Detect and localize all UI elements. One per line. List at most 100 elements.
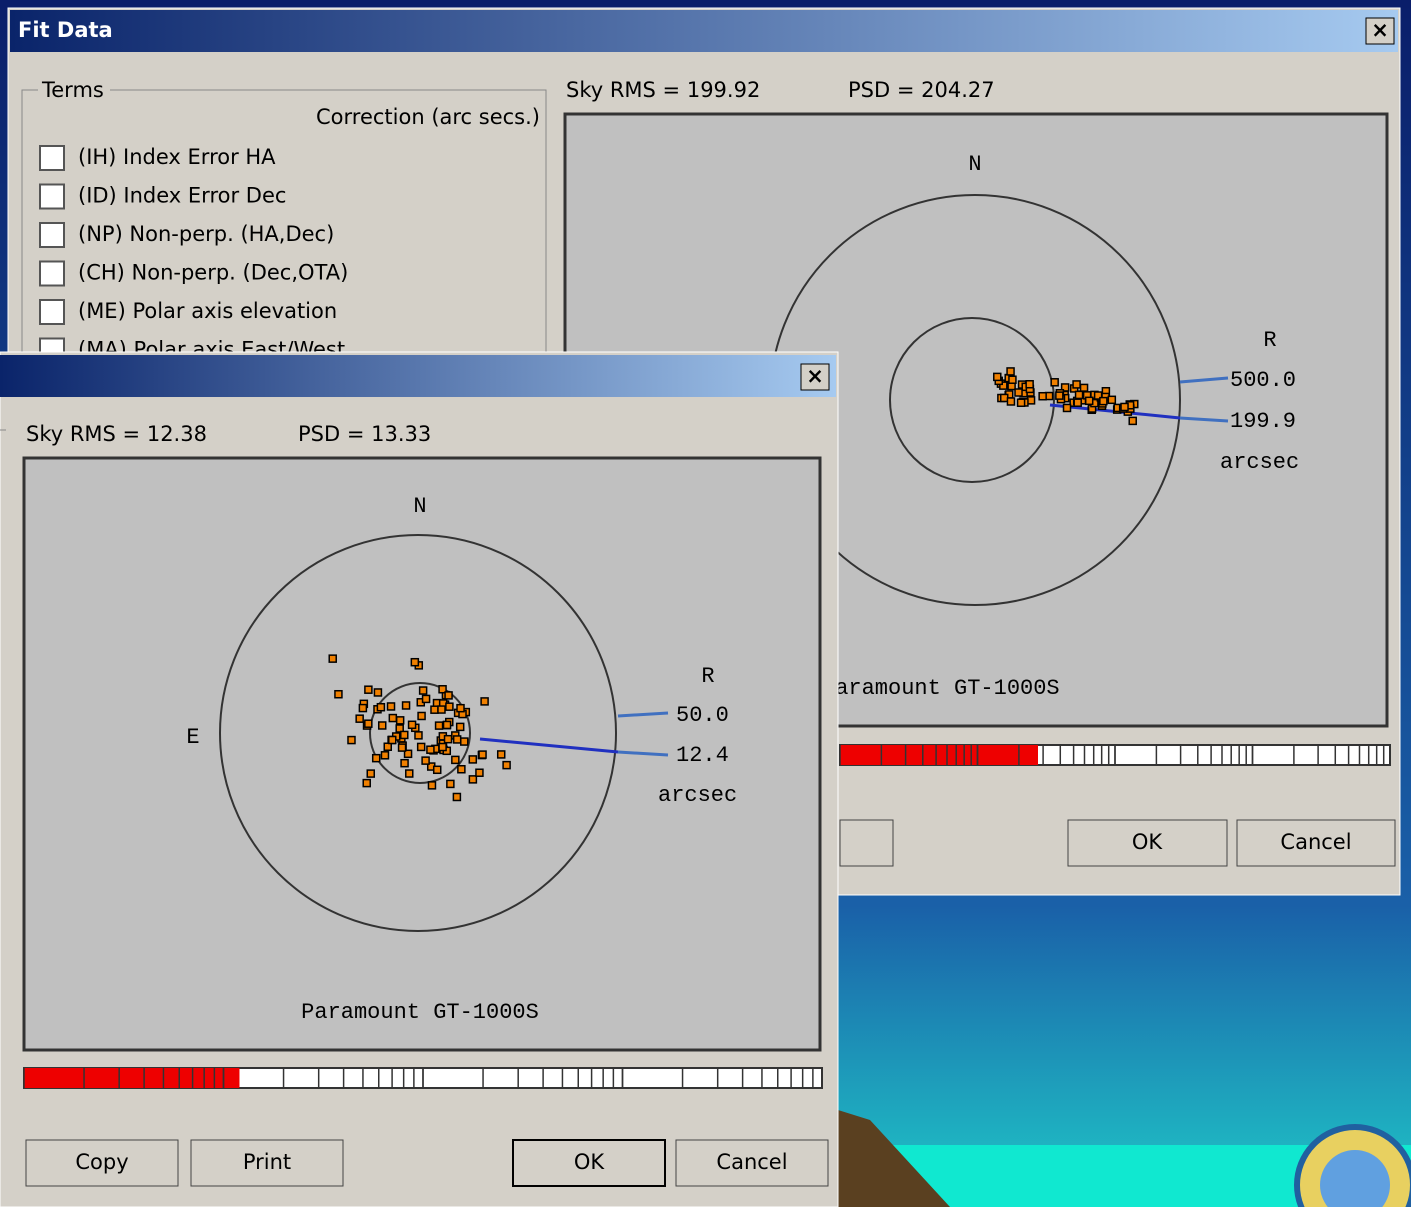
term-label: (ID) Index Error Dec: [78, 184, 286, 208]
checkbox[interactable]: [40, 223, 64, 247]
point: [420, 687, 427, 694]
point: [406, 770, 413, 777]
north-label: N: [413, 494, 426, 519]
point: [1086, 397, 1093, 404]
point: [363, 780, 370, 787]
point: [329, 655, 336, 662]
point: [389, 737, 396, 744]
point: [498, 751, 505, 758]
print-label: Print: [243, 1150, 291, 1174]
point: [445, 692, 452, 699]
point: [403, 702, 410, 709]
point: [481, 698, 488, 705]
point: [479, 751, 486, 758]
copy-label: Copy: [75, 1150, 128, 1174]
point: [388, 703, 395, 710]
point: [994, 373, 1001, 380]
cancel-label: Cancel: [1280, 830, 1351, 854]
point: [1026, 381, 1033, 388]
point: [409, 721, 416, 728]
title-bar: [0, 355, 836, 397]
point: [1009, 376, 1016, 383]
point: [335, 691, 342, 698]
east-label: E: [186, 725, 199, 750]
psd: PSD = 13.33: [298, 422, 431, 446]
rms-radius: 199.9: [1230, 409, 1296, 434]
mount: Paramount GT-1000S: [301, 1000, 539, 1025]
point: [454, 736, 461, 743]
ok-label: OK: [1132, 830, 1164, 854]
point: [457, 705, 464, 712]
checkbox[interactable]: [40, 185, 64, 209]
point: [1001, 394, 1008, 401]
point: [379, 722, 386, 729]
point: [365, 686, 372, 693]
page: Fit Data × Terms Correction (arc secs.) …: [0, 0, 1411, 1207]
point: [444, 721, 451, 728]
sky-rms: Sky RMS = 12.38: [26, 422, 207, 446]
term-label: (ME) Polar axis elevation: [78, 299, 337, 323]
point: [381, 752, 388, 759]
point: [401, 731, 408, 738]
outer-radius: 500.0: [1230, 368, 1296, 393]
checkbox[interactable]: [40, 300, 64, 324]
bar-fill: [840, 745, 1038, 765]
point: [445, 736, 452, 743]
point: [1051, 379, 1058, 386]
term-label: (NP) Non-perp. (HA,Dec): [78, 222, 334, 246]
point: [428, 782, 435, 789]
point: [389, 715, 396, 722]
unit: arcsec: [1220, 450, 1299, 475]
point: [367, 770, 374, 777]
point: [1007, 368, 1014, 375]
outer-radius: 50.0: [676, 703, 729, 728]
point: [1073, 381, 1080, 388]
point: [434, 766, 441, 773]
close-x: ×: [1371, 18, 1389, 42]
point: [453, 793, 460, 800]
button[interactable]: [840, 820, 893, 866]
point: [399, 744, 406, 751]
r-label: R: [701, 664, 714, 689]
screen: Fit Data × Terms Correction (arc secs.) …: [0, 0, 1411, 1207]
north-label: N: [968, 152, 981, 177]
point: [1056, 392, 1063, 399]
title: Fit Data: [18, 18, 113, 42]
point: [1121, 403, 1128, 410]
title-bar: [10, 10, 1398, 52]
point: [476, 769, 483, 776]
rms-radius: 12.4: [676, 743, 729, 768]
term-label: (IH) Index Error HA: [78, 145, 276, 169]
point: [1076, 391, 1083, 398]
point: [422, 757, 429, 764]
checkbox[interactable]: [40, 146, 64, 170]
bar-fill: [24, 1068, 239, 1088]
point: [1015, 389, 1022, 396]
group-label: Terms: [41, 78, 104, 102]
point: [1064, 404, 1071, 411]
point: [469, 756, 476, 763]
point: [348, 737, 355, 744]
point: [461, 738, 468, 745]
cancel-label: Cancel: [716, 1150, 787, 1174]
point: [1108, 396, 1115, 403]
point: [457, 723, 464, 730]
point: [1074, 399, 1081, 406]
checkbox[interactable]: [40, 262, 64, 286]
point: [447, 780, 454, 787]
point: [439, 744, 446, 751]
point: [384, 743, 391, 750]
point: [446, 703, 453, 710]
point: [359, 705, 366, 712]
point: [415, 732, 422, 739]
point: [356, 715, 363, 722]
point: [431, 706, 438, 713]
r-label: R: [1263, 328, 1276, 353]
point: [418, 712, 425, 719]
point: [1100, 398, 1107, 405]
sky-rms: Sky RMS = 199.92: [566, 78, 760, 102]
ok-label: OK: [574, 1150, 606, 1174]
front-dialog: × Sky RMS = 12.38 PSD = 13.33 N E R 50.0…: [0, 352, 838, 1207]
point: [411, 659, 418, 666]
point: [423, 695, 430, 702]
